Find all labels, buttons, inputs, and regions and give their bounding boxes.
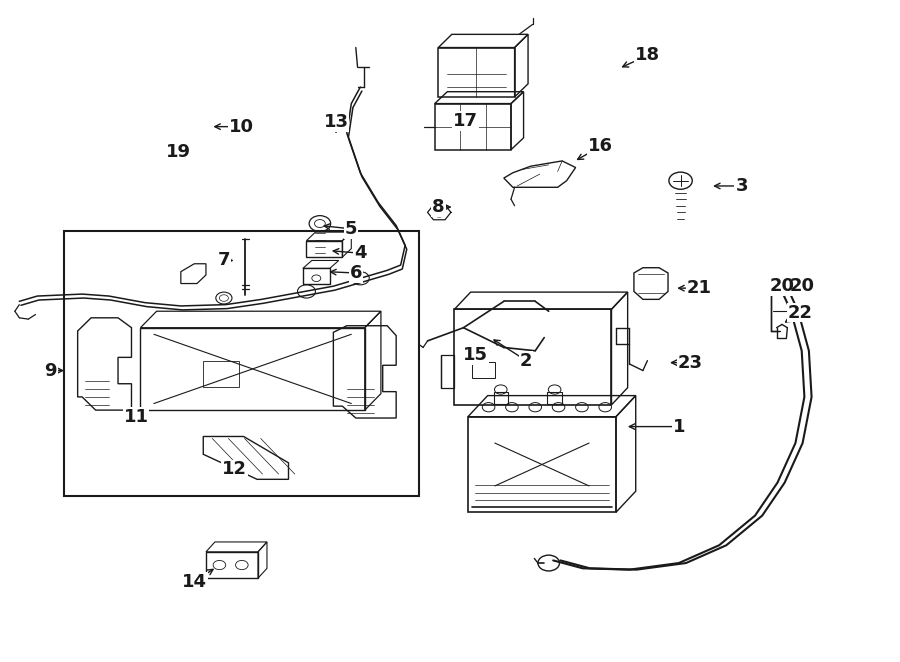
Text: 8: 8 (432, 198, 445, 216)
Text: 17: 17 (453, 113, 478, 130)
Text: 6: 6 (349, 264, 362, 282)
Text: 14: 14 (182, 573, 207, 591)
Text: 20: 20 (789, 277, 814, 295)
Text: 19: 19 (166, 143, 191, 161)
Text: 15: 15 (463, 346, 488, 364)
Text: 2: 2 (520, 352, 533, 369)
Text: 7: 7 (218, 252, 230, 269)
Text: 13: 13 (324, 113, 348, 131)
Text: 3: 3 (735, 177, 748, 195)
Text: 22: 22 (788, 304, 813, 322)
Text: 11: 11 (123, 408, 148, 426)
Text: 9: 9 (44, 361, 57, 379)
Text: 18: 18 (634, 46, 660, 64)
Text: 23: 23 (678, 354, 703, 371)
Text: 21: 21 (687, 279, 712, 297)
Text: 1: 1 (672, 418, 685, 436)
Text: 16: 16 (589, 138, 613, 156)
Text: 12: 12 (222, 461, 248, 479)
Text: 20: 20 (770, 277, 795, 295)
Text: 5: 5 (345, 220, 357, 238)
Text: 10: 10 (230, 118, 255, 136)
Text: 4: 4 (354, 244, 366, 262)
